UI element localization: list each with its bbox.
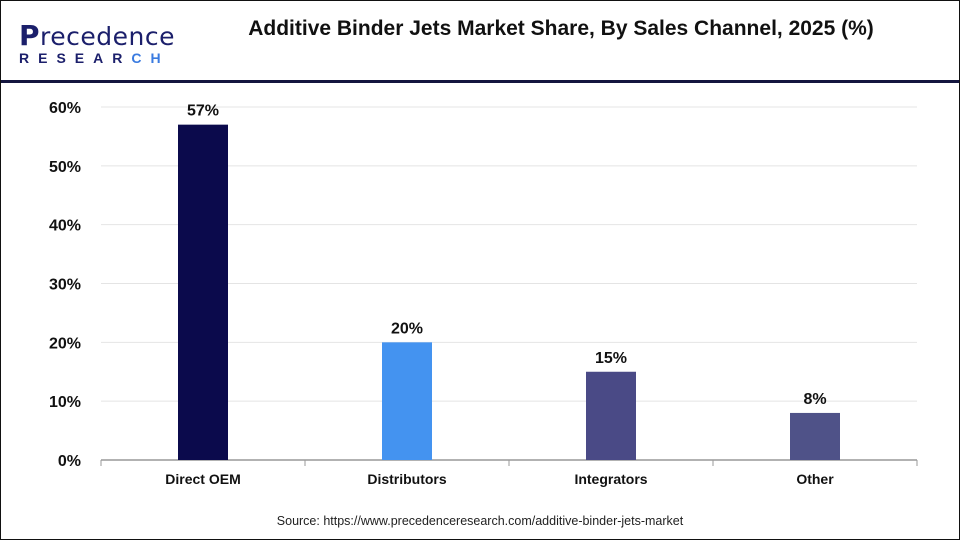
data-label: 57% [187,103,219,120]
bar-other [790,412,840,460]
y-tick-label: 50% [49,159,81,176]
y-tick-label: 0% [58,453,81,470]
y-tick-label: 30% [49,277,81,294]
data-label: 15% [595,350,627,367]
chart-title: Additive Binder Jets Market Share, By Sa… [248,17,874,40]
bar-chart: 0% 10% 20% 30% 40% 50% 60% 57% Direct OEM 20% Dist… [49,100,918,487]
precedence-research-logo: Precedence RESEARCH [19,19,175,67]
data-label: 20% [391,320,423,337]
y-tick-label: 10% [49,394,81,411]
y-tick-label: 60% [49,100,81,117]
x-tick-label: Integrators [574,471,647,487]
x-tick-label: Direct OEM [165,471,240,487]
x-tick-label: Distributors [367,471,447,487]
y-tick-label: 40% [49,218,81,235]
bar-distributors [382,342,432,460]
y-tick-label: 20% [49,335,81,352]
header-divider [1,80,959,83]
data-label: 8% [803,391,826,408]
x-tick-label: Other [796,471,834,487]
bar-direct-oem [178,124,228,461]
bar-integrators [586,371,636,460]
source-note: Source: https://www.precedenceresearch.c… [276,514,684,528]
